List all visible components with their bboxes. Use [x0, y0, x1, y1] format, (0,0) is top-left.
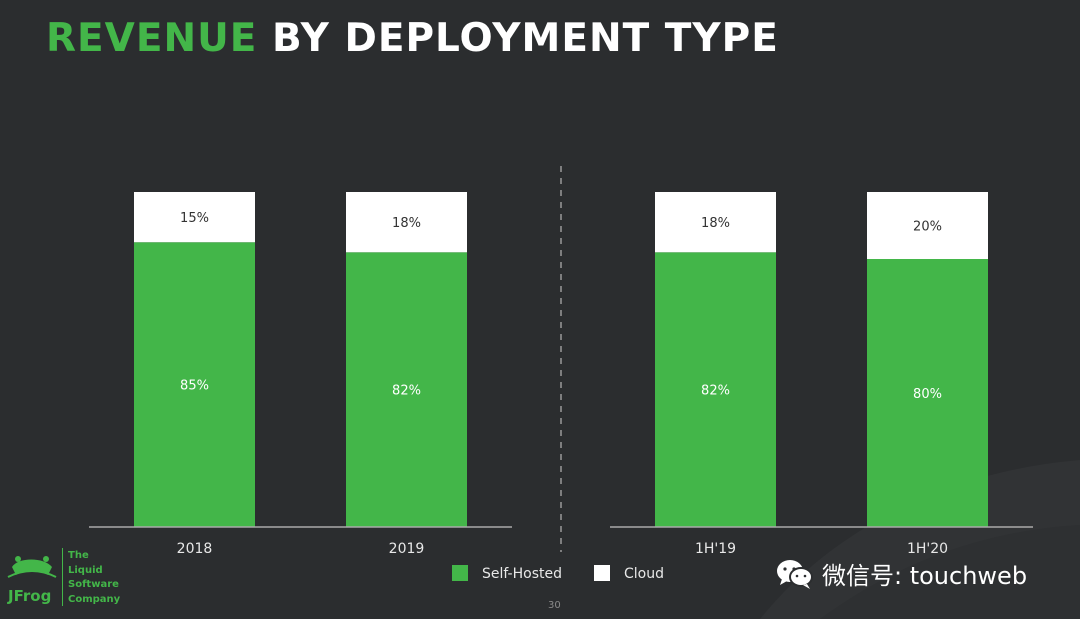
page-title: REVENUE BY DEPLOYMENT TYPE	[46, 16, 779, 61]
x-tick-label: 2019	[389, 541, 425, 557]
data-label-self-hosted: 80%	[913, 387, 942, 402]
tagline-line: Software	[68, 579, 119, 590]
x-tick-label: 2018	[177, 541, 213, 557]
title-rest: BY DEPLOYMENT TYPE	[272, 16, 779, 61]
data-label-cloud: 15%	[180, 211, 209, 226]
data-label-self-hosted: 85%	[180, 379, 209, 394]
bar-self-hosted	[867, 259, 988, 527]
tagline-line: Liquid	[68, 564, 103, 576]
bar-self-hosted	[655, 252, 776, 528]
tagline-line: The	[68, 550, 89, 561]
watermark-text: 微信号: touchweb	[822, 562, 1028, 590]
logo-tagline: The Liquid Software Company	[68, 549, 120, 607]
legend-swatch-cloud	[594, 565, 610, 581]
bar-self-hosted	[134, 242, 255, 527]
tagline-line: Company	[68, 593, 121, 605]
bar-cloud	[134, 192, 255, 243]
bar-self-hosted	[346, 252, 467, 528]
jfrog-logo: JFrog	[7, 556, 57, 605]
x-tick-label: 1H'20	[907, 541, 948, 557]
legend-label-cloud: Cloud	[624, 566, 664, 582]
logo-brand: JFrog	[7, 587, 51, 605]
bar-cloud	[867, 192, 988, 259]
legend-self-hosted: Self-Hosted	[452, 565, 562, 582]
bar-cloud	[346, 192, 467, 253]
legend-label-self-hosted: Self-Hosted	[482, 566, 562, 582]
legend-cloud: Cloud	[594, 565, 664, 582]
title-highlight: REVENUE	[46, 16, 258, 61]
data-label-cloud: 18%	[392, 216, 421, 231]
data-label-self-hosted: 82%	[392, 384, 421, 399]
wechat-watermark: 微信号: touchweb	[776, 556, 1027, 591]
wechat-icon	[777, 559, 813, 589]
x-tick-label: 1H'19	[695, 541, 736, 557]
data-label-cloud: 18%	[701, 216, 730, 231]
data-label-cloud: 20%	[913, 220, 942, 235]
data-label-self-hosted: 82%	[701, 384, 730, 399]
logo-divider	[62, 548, 63, 606]
legend-swatch-self-hosted	[452, 565, 468, 581]
bar-cloud	[655, 192, 776, 253]
page-number: 30	[548, 600, 561, 611]
